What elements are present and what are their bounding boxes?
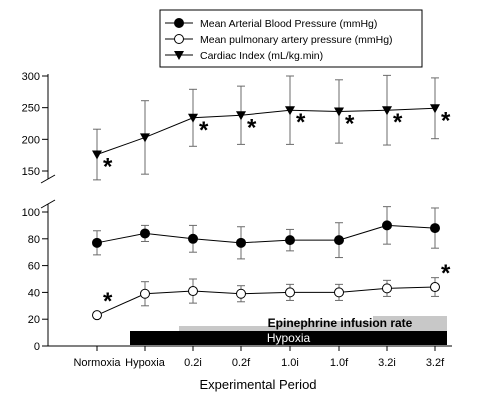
data-point	[334, 235, 344, 246]
x-tick-label: 3.2i	[378, 357, 396, 369]
significance-mark: *	[393, 109, 403, 136]
significance-mark: *	[103, 288, 113, 315]
axis-break-mark	[40, 174, 56, 184]
data-point	[236, 288, 246, 299]
x-tick-label: Normoxia	[73, 357, 121, 369]
data-point	[382, 220, 392, 231]
series-2: * * * * * * *	[92, 74, 451, 181]
series-layer: **** * * * * *	[92, 74, 451, 321]
axes: 150 200 250 300 0 20 40 60 80 100 Normoxia Hypoxia 0…	[22, 71, 452, 369]
series-0	[92, 206, 440, 260]
data-point	[92, 150, 102, 160]
data-point	[236, 237, 246, 248]
y-tick-label: 40	[28, 287, 40, 299]
x-tick-label: 0.2i	[184, 357, 202, 369]
legend: Mean Arterial Blood Pressure (mmHg) Mean …	[159, 9, 423, 68]
y-tick-label: 100	[22, 207, 40, 219]
significance-mark: *	[103, 154, 113, 181]
series-line	[96, 286, 436, 316]
data-point	[430, 104, 440, 114]
legend-label: Cardiac Index (mL/kg.min)	[200, 50, 323, 62]
y-tick-label: 200	[22, 134, 40, 146]
series-line	[96, 107, 436, 156]
y-tick-label: 0	[34, 341, 40, 353]
x-tick-label: 1.0f	[330, 357, 349, 369]
legend-label: Mean Arterial Blood Pressure (mmHg)	[200, 18, 377, 30]
x-tick-label: Hypoxia	[125, 357, 166, 369]
data-point	[92, 310, 102, 321]
series-line	[96, 224, 436, 244]
significance-mark: *	[441, 260, 451, 287]
y-tick-label: 80	[28, 234, 40, 246]
data-point	[430, 223, 440, 234]
hypoxia-bar-label: Hypoxia	[267, 331, 311, 345]
y-tick-label: 150	[22, 166, 40, 178]
data-point	[382, 283, 392, 294]
data-point	[236, 111, 246, 121]
hypoxia-bar	[130, 331, 447, 345]
data-point	[334, 287, 344, 298]
data-point	[174, 18, 184, 28]
data-point	[285, 106, 295, 116]
y-tick-label: 20	[28, 314, 40, 326]
x-tick-label: 0.2f	[232, 357, 251, 369]
y-tick-label: 250	[22, 103, 40, 115]
data-point	[430, 282, 440, 293]
data-point	[140, 228, 150, 239]
significance-mark: *	[296, 109, 306, 136]
significance-mark: *	[345, 110, 355, 137]
series-1: **	[92, 260, 451, 321]
significance-mark: *	[441, 107, 451, 134]
data-point	[140, 288, 150, 299]
legend-label: Mean pulmonary artery pressure (mmHg)	[200, 34, 393, 46]
data-point	[188, 233, 198, 244]
data-point	[188, 113, 198, 123]
data-point	[174, 51, 184, 60]
significance-mark: *	[247, 114, 257, 141]
y-tick-label: 60	[28, 261, 40, 273]
y-tick-label: 300	[22, 71, 40, 83]
epinephrine-step	[276, 321, 447, 331]
epinephrine-step	[373, 316, 447, 331]
data-point	[285, 235, 295, 246]
x-tick-label: 3.2f	[426, 357, 445, 369]
data-point	[174, 34, 184, 44]
x-axis-title: Experimental Period	[199, 377, 316, 392]
legend-box	[159, 9, 423, 68]
significance-mark: *	[199, 117, 209, 144]
data-point	[92, 237, 102, 248]
data-point	[188, 286, 198, 297]
data-point	[140, 133, 150, 143]
epinephrine-label: Epinephrine infusion rate	[268, 316, 413, 330]
data-point	[285, 287, 295, 298]
axis-break-mark	[40, 199, 56, 209]
x-tick-label: 1.0i	[281, 357, 299, 369]
data-point	[334, 107, 344, 117]
data-point	[382, 106, 392, 116]
